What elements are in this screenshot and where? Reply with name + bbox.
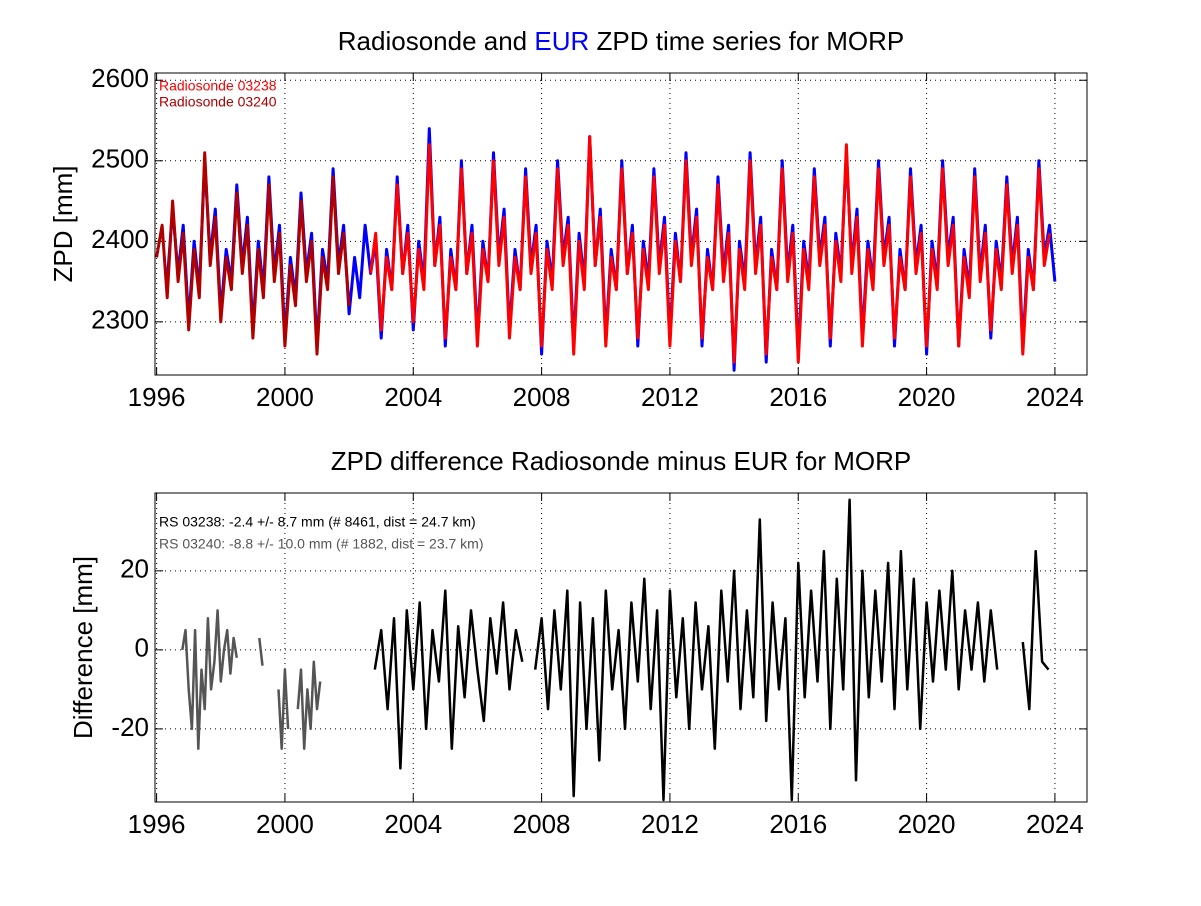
y-tick-label: 2300 [91,305,149,335]
plot-area [155,493,1087,802]
legend-label: RS 03240: -8.8 +/- 10.0 mm (# 1882, dist… [159,536,484,552]
x-tick-label: 2020 [898,382,956,412]
y-tick-label: 20 [120,554,149,584]
y-tick-label: -20 [111,712,149,742]
x-tick-label: 2004 [384,382,442,412]
x-tick-label: 2012 [641,809,699,839]
x-tick-label: 2004 [384,809,442,839]
chart-title: ZPD difference Radiosonde minus EUR for … [331,446,911,476]
series-line [155,151,351,356]
plot-frame [154,72,1088,376]
y-tick-label: 2400 [91,224,149,254]
legend-label: RS 03238: -2.4 +/- 8.7 mm (# 8461, dist … [159,514,476,530]
x-tick-label: 2008 [513,382,571,412]
x-tick-label: 1996 [128,809,186,839]
y-tick-label: 2600 [91,63,149,93]
chart-title: Radiosonde and EUR ZPD time series for M… [338,26,904,56]
x-tick-label: 2016 [769,382,827,412]
plot-area [155,73,1087,375]
x-tick-label: 2012 [641,382,699,412]
x-tick-label: 2016 [769,809,827,839]
x-tick-label: 2000 [256,382,314,412]
series-line [181,609,322,750]
plot-frame [154,492,1088,803]
x-tick-label: 2008 [513,809,571,839]
y-axis-label: ZPD [mm] [48,166,78,283]
series-line [373,498,1050,802]
y-tick-label: 0 [135,633,149,663]
x-tick-label: 2024 [1026,809,1084,839]
legend-label: Radiosonde 03238 [159,78,277,94]
y-axis-label: Difference [mm] [68,556,98,739]
legend-label: Radiosonde 03240 [159,94,277,110]
series-line [369,135,1051,364]
x-tick-label: 2020 [898,809,956,839]
x-tick-label: 2024 [1026,382,1084,412]
x-tick-label: 2000 [256,809,314,839]
x-tick-label: 1996 [128,382,186,412]
y-tick-label: 2500 [91,144,149,174]
